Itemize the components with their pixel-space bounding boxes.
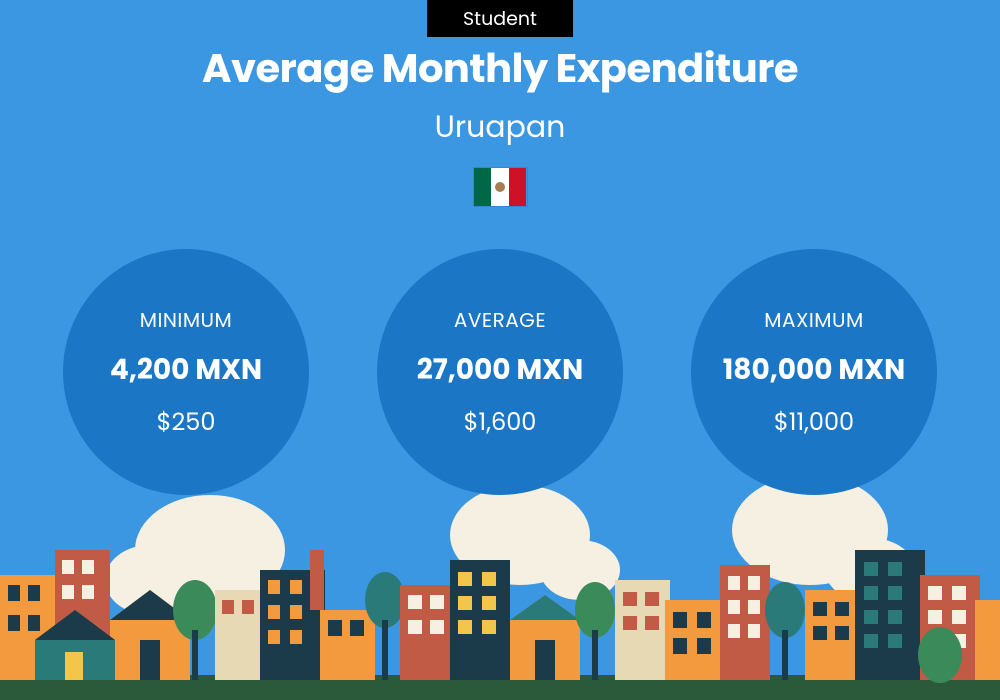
stat-label: MINIMUM: [140, 305, 233, 335]
flag-icon: [474, 168, 527, 206]
stat-minimum: MINIMUM 4,200 MXN $250: [63, 249, 309, 495]
badge-label: Student: [463, 5, 537, 32]
stat-amount: 180,000 MXN: [723, 349, 905, 391]
city-illustration: [0, 480, 1000, 700]
page-title: Average Monthly Expenditure: [0, 38, 1000, 98]
stat-usd: $250: [157, 405, 216, 440]
flag-stripe-red: [509, 168, 527, 206]
flag-stripe-green: [474, 168, 492, 206]
stat-maximum: MAXIMUM 180,000 MXN $11,000: [691, 249, 937, 495]
page-subtitle: Uruapan: [0, 104, 1000, 150]
flag-emblem: [495, 182, 505, 192]
stat-amount: 27,000 MXN: [417, 349, 584, 391]
category-badge: Student: [427, 0, 573, 37]
stat-average: AVERAGE 27,000 MXN $1,600: [377, 249, 623, 495]
stat-label: AVERAGE: [454, 305, 546, 335]
infographic-page: Student Average Monthly Expenditure Urua…: [0, 0, 1000, 700]
stat-amount: 4,200 MXN: [110, 349, 262, 391]
buildings-midright: [615, 565, 805, 680]
stats-row: MINIMUM 4,200 MXN $250 AVERAGE 27,000 MX…: [0, 249, 1000, 495]
city-svg: [0, 480, 1000, 700]
stat-usd: $1,600: [464, 405, 537, 440]
stat-usd: $11,000: [774, 405, 854, 440]
stat-label: MAXIMUM: [764, 305, 863, 335]
